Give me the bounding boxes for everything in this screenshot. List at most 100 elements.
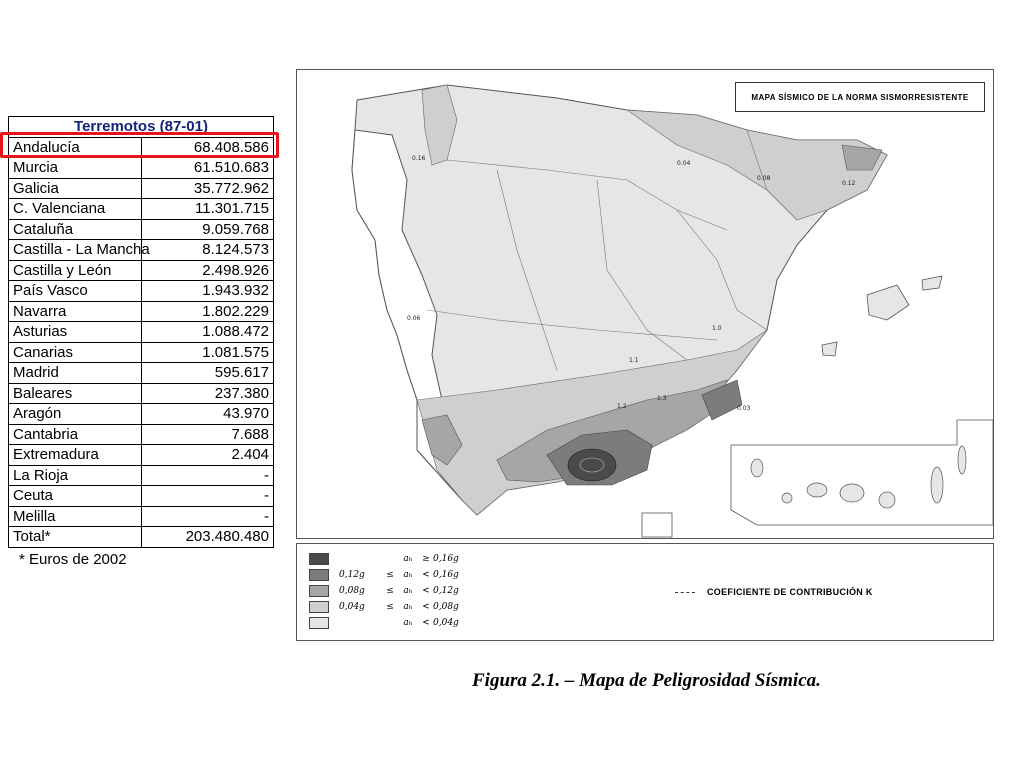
table-row: Cataluña 9.059.768 xyxy=(8,218,274,240)
amount-cell: 1.943.932 xyxy=(140,280,274,302)
amount-cell: - xyxy=(140,464,274,486)
legend-row: aₕ ≥0,16g xyxy=(309,552,473,566)
amount-cell: 1.088.472 xyxy=(140,321,274,343)
amount-cell: 43.970 xyxy=(140,403,274,425)
legend-row: aₕ <0,04g xyxy=(309,616,473,630)
region-cell: Canarias xyxy=(8,341,142,363)
legend-var: aₕ xyxy=(403,602,413,612)
legend-row: 0,12g ≤ aₕ <0,16g xyxy=(309,568,473,582)
amount-cell: 8.124.573 xyxy=(140,239,274,261)
menorca-shape xyxy=(921,275,943,291)
legend-var: aₕ xyxy=(403,554,413,564)
region-cell: Castilla - La Mancha xyxy=(8,239,150,261)
zone-catalonia-08 xyxy=(841,144,883,171)
table-row: Aragón 43.970 xyxy=(8,403,274,425)
region-cell: Baleares xyxy=(8,382,142,404)
mallorca-shape xyxy=(866,284,910,321)
legend-op2: ≥ xyxy=(422,554,430,564)
region-cell: Melilla xyxy=(8,505,142,527)
region-cell: Castilla y León xyxy=(8,259,142,281)
total-row: Total* 203.480.480 xyxy=(8,526,274,548)
zone-granada-16 xyxy=(567,448,617,482)
table-row: Castilla y León 2.498.926 xyxy=(8,259,274,281)
earthquake-cost-table: Terremotos (87-01) Andalucía 68.408.586 Mu… xyxy=(8,116,274,548)
legend-hi: 0,12g xyxy=(433,586,459,596)
legend-var: aₕ xyxy=(403,586,413,596)
table-row: Cantabria 7.688 xyxy=(8,423,274,445)
zone-huelva-08 xyxy=(421,414,463,466)
legend-op1: ≤ xyxy=(386,586,394,596)
amount-cell: 11.301.715 xyxy=(140,198,274,220)
region-cell: C. Valenciana xyxy=(8,198,142,220)
table-row: Canarias 1.081.575 xyxy=(8,341,274,363)
legend-op1: ≤ xyxy=(386,602,394,612)
table-row: C. Valenciana 11.301.715 xyxy=(8,198,274,220)
map-svg: 0.04 0.08 0.12 0.16 1.0 1.1 1.2 1.3 0.03 0.06 xyxy=(351,84,994,538)
highlight-andalucia-box xyxy=(0,132,279,158)
contour-label: 1.0 xyxy=(712,325,722,332)
legend-var: aₕ xyxy=(403,570,413,580)
contour-label: 1.2 xyxy=(617,403,627,410)
amount-cell: 2.404 xyxy=(140,444,274,466)
amount-cell: 595.617 xyxy=(140,362,274,384)
region-cell: Galicia xyxy=(8,177,142,199)
region-cell: La Rioja xyxy=(8,464,142,486)
canary-inset-frame xyxy=(730,419,994,526)
legend-hi: 0,08g xyxy=(433,602,459,612)
dashed-line-icon xyxy=(675,591,695,593)
legend-row: 0,04g ≤ aₕ <0,08g xyxy=(309,600,473,614)
legend-swatch xyxy=(309,553,329,565)
legend-hi: 0,16g xyxy=(433,554,459,564)
legend-op2: < xyxy=(422,602,430,612)
amount-cell: 61.510.683 xyxy=(140,157,274,179)
amount-cell: 237.380 xyxy=(140,382,274,404)
region-cell: Ceuta xyxy=(8,485,142,507)
table-row: Baleares 237.380 xyxy=(8,382,274,404)
amount-cell: 2.498.926 xyxy=(140,259,274,281)
amount-cell: 7.688 xyxy=(140,423,274,445)
legend-row: 0,08g ≤ aₕ <0,12g xyxy=(309,584,473,598)
contour-label: 1.3 xyxy=(657,395,667,402)
region-cell: Cataluña xyxy=(8,218,142,240)
zone-granada-16-inner xyxy=(579,457,605,473)
region-cell: Cantabria xyxy=(8,423,142,445)
contour-label: 0.06 xyxy=(407,315,421,322)
total-label: Total* xyxy=(8,526,142,548)
table-row: Navarra 1.802.229 xyxy=(8,300,274,322)
legend-op2: < xyxy=(422,618,430,628)
region-cell: País Vasco xyxy=(8,280,142,302)
contour-label: 1.1 xyxy=(629,357,639,364)
contour-label: 0.16 xyxy=(412,155,426,162)
quake-table: Terremotos (87-01) Andalucía 68.408.586 Mu… xyxy=(8,116,274,548)
table-row: Madrid 595.617 xyxy=(8,362,274,384)
legend-swatch xyxy=(309,569,329,581)
region-borders xyxy=(426,129,798,371)
region-cell: Extremadura xyxy=(8,444,142,466)
region-cell: Murcia xyxy=(8,157,142,179)
amount-cell: - xyxy=(140,505,274,527)
table-row: La Rioja - xyxy=(8,464,274,486)
amount-cell: 35.772.962 xyxy=(140,177,274,199)
amount-cell: 1.802.229 xyxy=(140,300,274,322)
amount-cell: 1.081.575 xyxy=(140,341,274,363)
map-legend: aₕ ≥0,16g 0,12g ≤ aₕ <0,16g 0,08g ≤ aₕ <0,12g 0,04… xyxy=(296,543,994,641)
region-cell: Navarra xyxy=(8,300,142,322)
legend-op2: < xyxy=(422,570,430,580)
map-title: MAPA SÍSMICO DE LA NORMA SISMORRESISTENT… xyxy=(735,82,985,112)
figure-caption: Figura 2.1. – Mapa de Peligrosidad Sísmi… xyxy=(472,670,821,691)
contour-label: 0.12 xyxy=(842,180,856,187)
region-cell: Aragón xyxy=(8,403,142,425)
legend-lo: 0,04g xyxy=(339,602,365,612)
contour-label: 0.08 xyxy=(757,175,771,182)
total-amount: 203.480.480 xyxy=(140,526,274,548)
amount-cell: - xyxy=(140,485,274,507)
legend-op2: < xyxy=(422,586,430,596)
seismic-map: 0.04 0.08 0.12 0.16 1.0 1.1 1.2 1.3 0.03 0.06 MAP… xyxy=(296,69,994,539)
region-cell: Madrid xyxy=(8,362,142,384)
legend-swatch xyxy=(309,617,329,629)
table-row: Asturias 1.088.472 xyxy=(8,321,274,343)
table-row: Extremadura 2.404 xyxy=(8,444,274,466)
ceuta-inset xyxy=(641,512,673,538)
contour-labels: 0.04 0.08 0.12 0.16 1.0 1.1 1.2 1.3 0.03 0.06 xyxy=(407,155,856,412)
table-body: Andalucía 68.408.586 Murcia 61.510.683 Galic… xyxy=(8,136,274,548)
